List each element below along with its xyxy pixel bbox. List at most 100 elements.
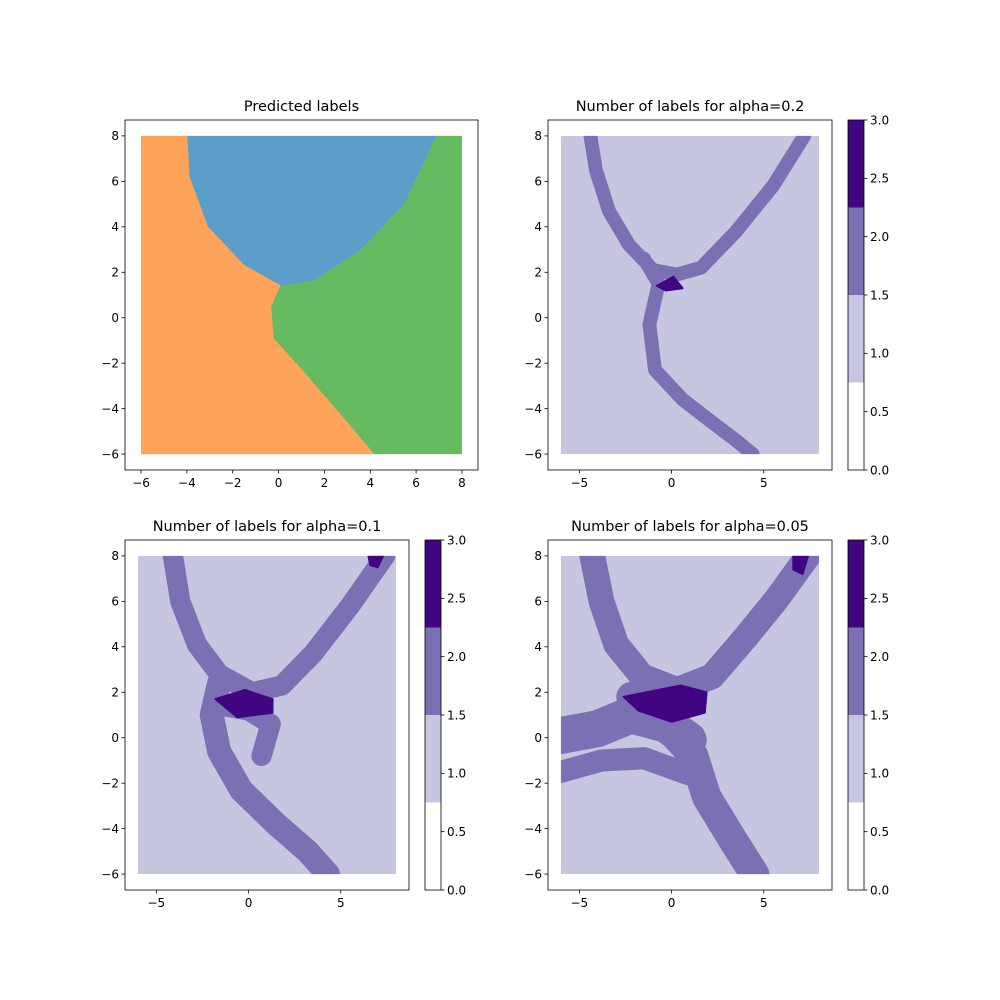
colorbar-level-1 (848, 715, 864, 803)
colorbar-alpha-0-05: 0.0 0.5 1.0 1.5 2.0 2.5 3.0 (847, 533, 889, 897)
x-tick-label: 4 (366, 476, 374, 490)
colorbar-tick-label: 1.0 (870, 347, 889, 361)
colorbar-tick-label: 3.0 (870, 533, 889, 547)
colorbar-tick-label: 2.5 (870, 592, 889, 606)
y-tick-label: −4 (524, 402, 542, 416)
y-tick-label: 4 (534, 220, 542, 234)
colorbar-alpha-0-1: 0.0 0.5 1.0 1.5 2.0 2.5 3.0 (424, 533, 466, 897)
x-tick-label: −6 (132, 476, 150, 490)
band-value-2-3 (560, 747, 700, 786)
y-tick-label: −6 (524, 447, 542, 461)
colorbar-level-3 (848, 540, 864, 628)
y-tick-label: −4 (101, 822, 119, 836)
band-value-2-1 (199, 671, 340, 875)
axes-frame (547, 539, 833, 891)
x-tick-label: 5 (760, 476, 768, 490)
chart-title-alpha-0-1: Number of labels for alpha=0.1 (153, 519, 382, 535)
y-tick-label: 8 (534, 549, 542, 563)
spot-value-3-0 (655, 275, 684, 292)
y-tick-label: 8 (111, 549, 119, 563)
y-tick-label: −4 (524, 822, 542, 836)
y-tick-label: 0 (111, 311, 119, 325)
colorbar-tick-label: 3.0 (447, 533, 466, 547)
y-tick-label: 4 (111, 640, 119, 654)
x-tick-label: 2 (321, 476, 329, 490)
colorbar-tick-label: 0.0 (447, 883, 466, 897)
colorbar-level-3 (848, 120, 864, 208)
y-tick-label: 8 (534, 129, 542, 143)
colorbar-level-0 (848, 802, 864, 890)
colorbar-level-1 (848, 295, 864, 383)
y-tick-label: 6 (534, 175, 542, 189)
band-value-2-1 (637, 251, 760, 455)
y-tick-label: −2 (524, 356, 542, 370)
x-tick-label: 0 (245, 896, 253, 910)
plot-area-alpha-0-05 (560, 555, 820, 875)
x-tick-label: −2 (224, 476, 242, 490)
x-tick-label: 5 (337, 896, 345, 910)
spot-value-3-0 (622, 684, 708, 723)
axes-frame (547, 119, 833, 471)
x-tick-label: 0 (668, 896, 676, 910)
y-tick-label: 4 (534, 640, 542, 654)
y-tick-label: 4 (111, 220, 119, 234)
colorbar-tick-label: 0.0 (870, 883, 889, 897)
spot-value-3-1 (792, 555, 809, 576)
subplot-predicted: −6 −4 −2 0 2 4 6 8 −6 −4 −2 0 2 4 6 8 Predicted labels (101, 99, 479, 490)
colorbar-level-1 (425, 715, 441, 803)
colorbar-tick-label: 1.0 (870, 767, 889, 781)
x-tick-label: 0 (275, 476, 283, 490)
y-tick-label: 0 (534, 731, 542, 745)
colorbar-tick-label: 0.0 (870, 463, 889, 477)
colorbar-level-0 (425, 802, 441, 890)
colorbar-tick-label: 1.5 (870, 288, 889, 302)
colorbar-level-2 (848, 627, 864, 715)
colorbar-tick-label: 1.5 (447, 708, 466, 722)
x-tick-label: 0 (668, 476, 676, 490)
chart-title-alpha-0-05: Number of labels for alpha=0.05 (571, 519, 809, 535)
plot-area-alpha-0-1 (137, 555, 397, 875)
colorbar-tick-label: 0.5 (870, 825, 889, 839)
x-tick-label: 8 (458, 476, 466, 490)
spot-value-3-0 (214, 689, 274, 719)
y-tick-label: 6 (534, 595, 542, 609)
axes-frame (124, 539, 410, 891)
y-tick-label: −2 (101, 776, 119, 790)
colorbar-tick-label: 0.5 (870, 405, 889, 419)
colorbar-tick-label: 0.5 (447, 825, 466, 839)
colorbar-alpha-0-2: 0.0 0.5 1.0 1.5 2.0 2.5 3.0 (847, 113, 889, 477)
colorbar-level-0 (848, 382, 864, 470)
band-value-2-0 (583, 135, 812, 282)
x-tick-label: 6 (412, 476, 420, 490)
subplot-alpha-0-2: −5 0 5 −6 −4 −2 0 2 4 6 8 Number of labels for alph… (524, 99, 889, 490)
y-tick-label: −6 (101, 447, 119, 461)
y-tick-label: 0 (534, 311, 542, 325)
y-tick-label: 0 (111, 731, 119, 745)
y-tick-label: 2 (534, 266, 542, 280)
plot-area-alpha-0-2 (560, 135, 820, 455)
colorbar-tick-label: 2.0 (870, 650, 889, 664)
y-tick-label: 6 (111, 595, 119, 609)
plot-area-predicted (141, 135, 462, 455)
axes-frame (124, 119, 479, 471)
x-tick-label: −5 (570, 476, 588, 490)
colorbar-tick-label: 1.5 (870, 708, 889, 722)
colorbar-tick-label: 2.5 (870, 172, 889, 186)
colorbar-tick-label: 3.0 (870, 113, 889, 127)
y-tick-label: −2 (101, 356, 119, 370)
x-tick-label: −5 (147, 896, 165, 910)
x-tick-label: −5 (570, 896, 588, 910)
colorbar-level-2 (425, 627, 441, 715)
colorbar-tick-label: 2.0 (447, 650, 466, 664)
y-tick-label: −6 (101, 867, 119, 881)
x-tick-label: 5 (760, 896, 768, 910)
subplot-alpha-0-05: −5 0 5 −6 −4 −2 0 2 4 6 8 Number of labels for alph… (524, 519, 889, 910)
region-label-2 (271, 135, 462, 455)
chart-title-alpha-0-2: Number of labels for alpha=0.2 (576, 99, 805, 115)
chart-title-predicted: Predicted labels (244, 99, 359, 115)
y-tick-label: 2 (534, 686, 542, 700)
band-value-2-2 (560, 696, 707, 759)
spot-value-3-1 (367, 555, 385, 569)
y-tick-label: 6 (111, 175, 119, 189)
